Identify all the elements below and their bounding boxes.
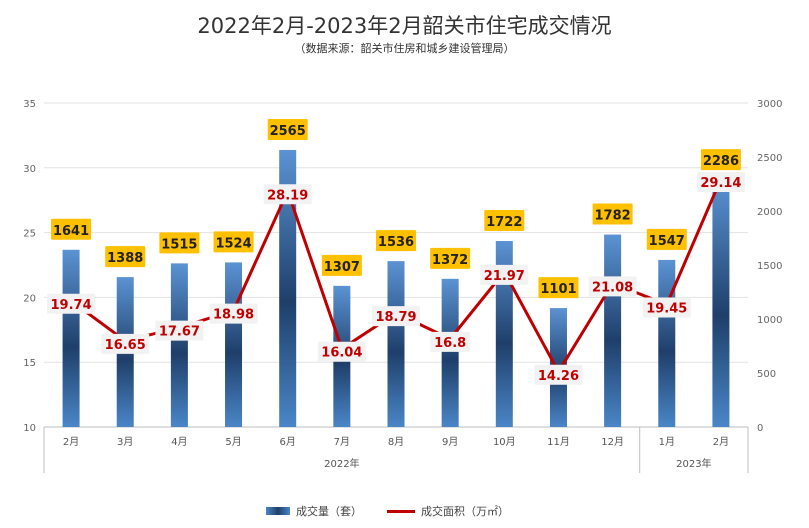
legend-swatch-bar [266,507,290,515]
bar [604,234,622,427]
x-tick-label: 2月 [713,436,729,448]
bar-data-label: 1722 [486,215,522,230]
line-data-label: 16.8 [434,336,466,351]
bar-data-label: 1388 [107,251,143,266]
x-tick-label: 12月 [601,436,624,448]
bar-data-label-bg [51,218,92,240]
bar-data-label: 1547 [649,234,685,249]
line-data-label: 14.26 [538,369,579,384]
bar-data-label-bg [646,228,687,250]
x-tick-label: 11月 [547,436,570,448]
legend-label-line: 成交面积（万㎡） [421,505,509,518]
bar-data-label-bg [321,254,362,276]
y-left-tick-label: 25 [23,229,36,240]
y-left-tick-label: 30 [23,164,36,175]
x-tick-label: 1月 [659,436,675,448]
bar [387,261,405,427]
bar-data-label-bg [700,149,741,171]
legend-label-bar: 成交量（套） [296,505,362,518]
bar-data-label-bg [484,210,525,232]
bar-data-label-bg [267,118,308,140]
line-data-label: 29.14 [700,176,741,191]
y-left-tick-label: 10 [23,423,36,434]
line-data-label-bg [588,276,637,297]
line-data-label-bg [101,333,150,354]
bar-data-label-bg [213,231,254,253]
line-data-label-bg [696,171,745,192]
line-data-label: 16.65 [105,338,146,353]
line-data-label: 28.19 [267,188,308,203]
line-data-label-bg [263,184,312,205]
line-data-label: 17.67 [159,325,200,340]
line-data-label-bg [480,264,529,285]
x-tick-label: 6月 [280,436,296,448]
bar-data-label: 2286 [703,154,739,169]
line-data-label-bg [372,306,420,327]
bar-data-label: 1101 [540,282,576,297]
y-right-tick-label: 500 [757,369,776,380]
bar-data-label: 1641 [53,224,89,239]
legend-swatch-line [387,509,415,513]
bar [279,149,297,428]
x-tick-label: 4月 [171,436,187,448]
bar [495,241,513,427]
line-data-label: 18.98 [213,308,254,323]
bar-data-label: 1536 [378,235,414,250]
chart-subtitle: （数据来源：韶关市住房和城乡建设管理局） [294,42,515,55]
bar [712,180,730,427]
line-data-label: 16.04 [321,346,362,361]
y-right-tick-label: 3000 [757,99,782,110]
x-tick-label: 7月 [334,436,350,448]
bar-data-label: 2565 [270,124,306,139]
legend-item-bar: 成交量（套） [266,503,362,519]
bar [658,259,676,427]
x-tick-label: 10月 [493,436,516,448]
y-left-tick-label: 20 [23,293,36,304]
bar [225,262,243,427]
line-data-label-bg [317,341,366,362]
bar-data-label-bg [376,230,416,252]
bar-data-label: 1515 [161,237,197,252]
line-data-label-bg [209,303,258,324]
line-data-label-bg [430,331,471,352]
x-tick-label: 2月 [63,436,79,448]
line-data-label: 19.45 [646,302,687,317]
line-data-label: 19.74 [51,298,92,313]
y-left-tick-label: 35 [23,99,36,110]
bar-data-label-bg [105,246,146,268]
line-data-label-bg [155,320,204,341]
chart-title: 2022年2月-2023年2月韶关市住宅成交情况 [197,14,612,38]
y-right-tick-label: 1500 [757,261,782,272]
x-tick-label: 9月 [442,436,458,448]
x-tick-label: 3月 [117,436,133,448]
bar-data-label-bg [159,232,200,254]
y-right-tick-label: 2500 [757,153,782,164]
y-left-tick-label: 15 [23,358,36,369]
x-tick-label: 8月 [388,436,404,448]
line-data-label-bg [47,293,96,314]
x-group-label: 2022年 [324,457,359,470]
bar-data-label: 1307 [324,260,360,275]
line-data-label-bg [534,364,583,385]
y-right-tick-label: 0 [757,423,763,434]
bar-data-label-bg [538,277,579,299]
x-group-label: 2023年 [676,457,711,470]
bar-data-label-bg [592,203,633,225]
bar [441,278,459,427]
bar-data-label: 1782 [595,209,631,224]
legend-item-line: 成交面积（万㎡） [387,503,509,519]
line-data-label: 21.97 [484,269,525,284]
bar-data-label-bg [430,247,471,269]
bar-data-label: 1372 [432,253,468,268]
line-data-label: 18.79 [375,310,416,325]
x-tick-label: 5月 [225,436,241,448]
line-data-label: 21.08 [592,280,633,295]
bar-data-label: 1524 [215,236,251,251]
bar [62,249,80,427]
line-data-label-bg [642,297,691,318]
y-right-tick-label: 1000 [757,315,782,326]
y-right-tick-label: 2000 [757,207,782,218]
bar [170,263,188,427]
